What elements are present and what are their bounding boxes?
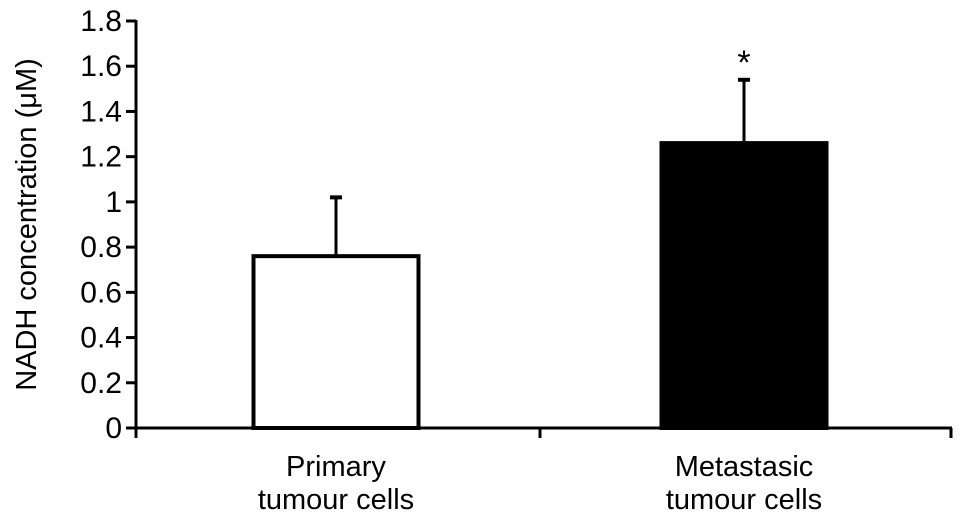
y-tick-label: 0.8 bbox=[80, 231, 122, 264]
y-tick-label: 1.8 bbox=[80, 5, 122, 38]
x-category-label: Metastasic bbox=[675, 451, 814, 483]
bars bbox=[251, 141, 829, 430]
y-axis-ticks: 0 0.2 0.4 0.6 0.8 1 1.2 1.4 1.6 1.8 bbox=[80, 5, 953, 445]
y-tick-label: 1.2 bbox=[80, 141, 122, 174]
significance-marker: * bbox=[737, 44, 750, 82]
x-category-label: Primary bbox=[286, 451, 386, 483]
y-tick-label: 0.6 bbox=[80, 276, 122, 309]
y-tick-label: 1 bbox=[105, 186, 122, 219]
bar-2 bbox=[659, 141, 829, 430]
y-tick-label: 0.4 bbox=[80, 322, 122, 355]
error-bars: * bbox=[330, 44, 751, 257]
y-tick-label: 0 bbox=[105, 412, 122, 445]
y-tick-label: 1.4 bbox=[80, 95, 122, 128]
y-axis-title: NADH concentration (μM) bbox=[11, 58, 43, 391]
y-tick-label: 1.6 bbox=[80, 50, 122, 83]
y-tick-label: 0.2 bbox=[80, 367, 122, 400]
x-category-label: tumour cells bbox=[258, 484, 414, 516]
bar-1 bbox=[251, 254, 421, 430]
x-category-label: tumour cells bbox=[666, 484, 822, 516]
